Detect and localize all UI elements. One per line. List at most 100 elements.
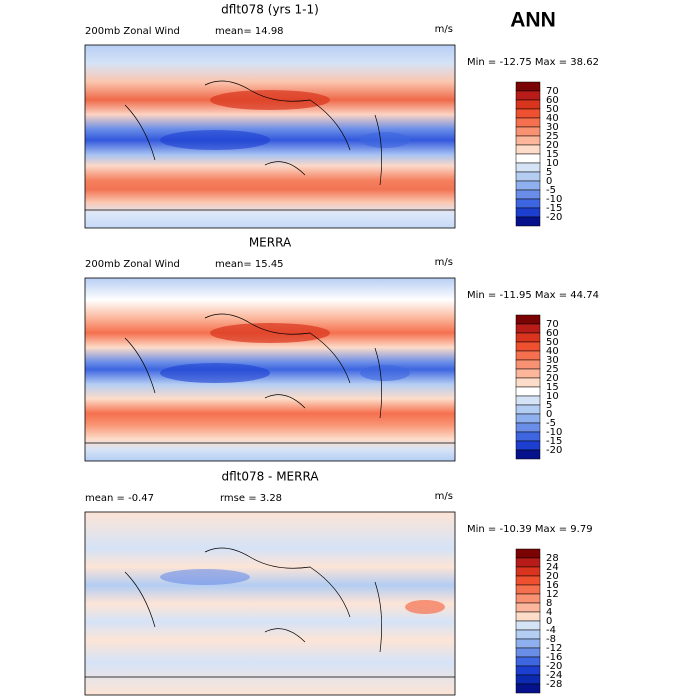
colorbar-box (515, 638, 541, 649)
coastline (85, 313, 455, 444)
map-frame (84, 277, 456, 462)
colorbar-box (515, 647, 541, 658)
min-max-label: Min = -11.95 Max = 44.74 (467, 290, 599, 301)
colorbar-box (515, 593, 541, 604)
units-label: m/s (435, 491, 453, 502)
colorbar-label: 8 (546, 598, 552, 609)
colorbar-label: -20 (546, 445, 562, 456)
min-max-label: Min = -12.75 Max = 38.62 (467, 57, 599, 68)
colorbar-box (515, 629, 541, 640)
colorbar-box (515, 377, 541, 388)
colorbar-box (515, 117, 541, 128)
colorbar-box (515, 162, 541, 173)
colorbar-box (515, 359, 541, 370)
colorbar-box (515, 665, 541, 676)
map-field (85, 512, 455, 695)
easterly-core (360, 365, 410, 381)
colorbar-label: -16 (546, 652, 562, 663)
colorbar-label: 70 (546, 86, 559, 97)
colorbar-label: 25 (546, 131, 559, 142)
panel-left-label: 200mb Zonal Wind (85, 259, 180, 270)
colorbar-label: -15 (546, 203, 562, 214)
colorbar-box (515, 350, 541, 361)
colorbar-label: 0 (546, 409, 552, 420)
coastline (85, 80, 455, 211)
colorbar-box (515, 81, 541, 92)
colorbar-label: -5 (546, 418, 556, 429)
colorbar-box (515, 126, 541, 137)
jet-core (210, 90, 330, 110)
min-max-label: Min = -10.39 Max = 9.79 (467, 524, 593, 535)
colorbar-box (515, 99, 541, 110)
colorbar-box (515, 584, 541, 595)
colorbar-label: 28 (546, 553, 559, 564)
map-frame (84, 44, 456, 229)
colorbar-label: 20 (546, 140, 559, 151)
colorbar-box (515, 341, 541, 352)
coastline (85, 547, 455, 678)
colorbar-box (515, 449, 541, 460)
colorbar-box (515, 656, 541, 667)
easterly-core (360, 132, 410, 148)
colorbar-label: 15 (546, 149, 559, 160)
colorbar-label: 60 (546, 328, 559, 339)
colorbar-label: -15 (546, 436, 562, 447)
colorbar-label: 15 (546, 382, 559, 393)
colorbar-box (515, 189, 541, 200)
panel-left-label: 200mb Zonal Wind (85, 26, 180, 37)
map-frame (84, 511, 456, 696)
anomaly (160, 569, 250, 585)
colorbar-label: -20 (546, 661, 562, 672)
colorbar-label: 0 (546, 176, 552, 187)
colorbar-box (515, 207, 541, 218)
colorbar-label: 30 (546, 122, 559, 133)
colorbar-label: 25 (546, 364, 559, 375)
colorbar-box (515, 611, 541, 622)
colorbar-box (515, 144, 541, 155)
colorbar-label: 16 (546, 580, 559, 591)
colorbar-label: 5 (546, 400, 552, 411)
colorbar-label: 60 (546, 95, 559, 106)
colorbar-label: 50 (546, 104, 559, 115)
colorbar-box (515, 683, 541, 694)
colorbar-label: 20 (546, 571, 559, 582)
colorbar-label: -5 (546, 185, 556, 196)
colorbar-box (515, 332, 541, 343)
panel-middle-label: mean= 15.45 (215, 259, 284, 270)
colorbar-label: -4 (546, 625, 556, 636)
colorbar-box (515, 395, 541, 406)
colorbar-box (515, 323, 541, 334)
easterly-core (160, 363, 270, 383)
colorbar-label: 4 (546, 607, 552, 618)
colorbar-label: -8 (546, 634, 556, 645)
colorbar-label: 30 (546, 355, 559, 366)
colorbar-box (515, 575, 541, 586)
colorbar-label: 20 (546, 373, 559, 384)
colorbar-box (515, 368, 541, 379)
colorbar-box (515, 216, 541, 227)
units-label: m/s (435, 24, 453, 35)
colorbar-label: 12 (546, 589, 559, 600)
colorbar-label: 24 (546, 562, 559, 573)
panel-title: dflt078 - MERRA (221, 470, 319, 484)
colorbar-label: 10 (546, 391, 559, 402)
colorbar-box (515, 180, 541, 191)
panel-middle-label: rmse = 3.28 (220, 493, 282, 504)
colorbar-box (515, 198, 541, 209)
colorbar-label: -10 (546, 194, 562, 205)
anomaly (405, 600, 445, 614)
easterly-core (160, 130, 270, 150)
colorbar-box (515, 557, 541, 568)
colorbar-box (515, 108, 541, 119)
panel-title: MERRA (249, 236, 292, 250)
colorbar-box (515, 404, 541, 415)
units-label: m/s (435, 257, 453, 268)
colorbar-label: 70 (546, 319, 559, 330)
colorbar-label: 40 (546, 346, 559, 357)
colorbar-box (515, 548, 541, 559)
colorbar-box (515, 90, 541, 101)
colorbar-label: -10 (546, 427, 562, 438)
colorbar-label: -12 (546, 643, 562, 654)
panel-left-label: mean = -0.47 (85, 493, 154, 504)
